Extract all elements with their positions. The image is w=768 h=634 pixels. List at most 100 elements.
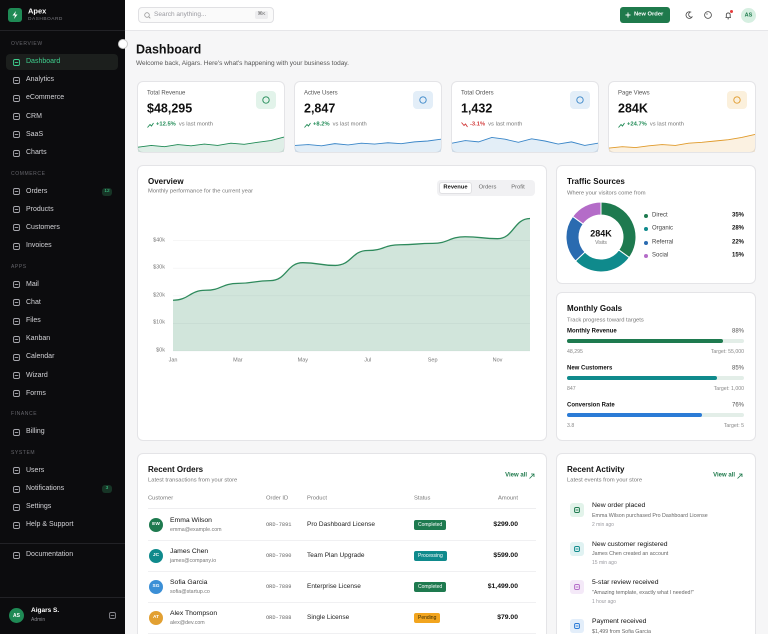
view-all[interactable]: View all (713, 472, 735, 479)
sparkline-line (137, 136, 285, 148)
icon-group (12, 353, 20, 361)
kpi-icon-box (413, 91, 433, 109)
nav-item[interactable]: Invoices (26, 241, 52, 249)
tab[interactable]: Orders (478, 184, 497, 191)
card-title: Recent Activity (567, 465, 625, 475)
nav-item[interactable]: Billing (26, 428, 45, 436)
sparkline-line (608, 133, 756, 149)
icon-shape (12, 390, 20, 398)
icon (12, 188, 20, 195)
nav-item[interactable]: Documentation (26, 550, 74, 558)
icon-group (12, 335, 20, 343)
sparkline-group (294, 138, 442, 152)
icon-group (12, 317, 20, 325)
nav-item[interactable]: CRM (26, 112, 42, 120)
icon-group (12, 503, 20, 511)
nav-item[interactable]: Customers (26, 223, 60, 231)
nav-item[interactable]: Dashboard (26, 57, 61, 65)
nav-item[interactable]: Notifications (26, 484, 65, 492)
nav-item[interactable]: SaaS (26, 130, 44, 138)
sparkline-line (294, 138, 442, 147)
icon-shape (12, 503, 20, 511)
icon-shape (12, 521, 20, 529)
nav-item[interactable]: eCommerce (26, 94, 65, 102)
new-order-button[interactable] (620, 7, 670, 23)
tab[interactable]: Revenue (443, 184, 468, 191)
search-icon (144, 12, 151, 19)
nav-item-active[interactable] (6, 54, 118, 70)
new-order-text[interactable]: New Order (634, 11, 664, 18)
icon-shape (12, 113, 20, 121)
goal-percent: 76% (731, 402, 744, 409)
overview-chart (172, 217, 531, 352)
arrow-icon (737, 473, 743, 479)
nav-item[interactable]: Wizard (26, 371, 48, 379)
legend-name: Direct (652, 212, 668, 219)
kpi-change: +12.5% (156, 121, 176, 128)
area-fill (173, 218, 530, 351)
card (556, 453, 756, 634)
nav-item[interactable]: Kanban (26, 334, 51, 342)
column-header: Customer (148, 495, 174, 502)
user-name: Aigars S. (31, 607, 60, 615)
goal-label: Monthly Revenue (567, 328, 617, 335)
icon-shape (733, 96, 741, 104)
section-title: COMMERCE (11, 170, 46, 177)
kpi-icon-box (727, 91, 747, 109)
icon (12, 76, 20, 84)
icon (12, 467, 20, 475)
area-line (172, 217, 531, 301)
icon (12, 299, 20, 307)
arrow-icon-group (529, 473, 535, 479)
icon-shape (12, 149, 20, 157)
goal-current: 847 (567, 385, 576, 392)
status-badge: Completed (414, 582, 447, 592)
nav-item[interactable]: Chat (26, 298, 41, 306)
activity-time: 15 min ago (592, 560, 617, 567)
nav-item[interactable]: Calendar (26, 353, 55, 361)
kpi-label: Active Users (304, 90, 338, 97)
nav-item[interactable]: Settings (26, 502, 52, 510)
tab-active[interactable] (439, 182, 472, 194)
column-header: Order ID (266, 495, 289, 502)
customer-email: sofia@startup.co (170, 588, 210, 595)
nav-item[interactable]: Analytics (26, 75, 55, 83)
notification-dot (730, 10, 733, 13)
search-box[interactable] (138, 7, 274, 23)
view-all[interactable]: View all (505, 472, 527, 479)
icon-group (12, 485, 20, 493)
nav-item[interactable]: Help & Support (26, 521, 74, 529)
icon-group (12, 551, 20, 559)
customer-email: james@company.io (170, 557, 217, 564)
amount: $1,499.00 (487, 582, 518, 590)
nav-item[interactable]: Forms (26, 389, 46, 397)
card-title: Recent Orders (148, 465, 204, 475)
sparkline (294, 138, 442, 152)
goal-current: 48,295 (567, 348, 583, 355)
change-arrow (461, 122, 468, 128)
kbd (255, 11, 268, 19)
top-avatar[interactable] (741, 8, 756, 23)
tab[interactable]: Profit (511, 184, 525, 191)
change-arrow-group (461, 122, 468, 128)
legend-value: 22% (731, 239, 744, 246)
kpi-label: Page Views (618, 90, 650, 97)
change-arrow-group (304, 122, 311, 128)
card-subtitle: Latest events from your store (567, 477, 643, 484)
status-badge: Completed (414, 520, 447, 530)
legend-name: Social (652, 252, 669, 259)
avatar-initials: JC (152, 553, 160, 559)
activity-time: 2 min ago (592, 521, 614, 528)
bell-icon-group (725, 10, 733, 20)
icon-group (12, 372, 20, 380)
icon-shape (618, 122, 625, 128)
nav-item[interactable]: Charts (26, 148, 47, 156)
nav-item[interactable]: Files (26, 316, 41, 324)
nav-item[interactable]: Mail (26, 280, 39, 288)
nav-item[interactable]: Products (26, 205, 54, 213)
nav-item[interactable]: Orders (26, 187, 48, 195)
collapse-button[interactable] (118, 39, 128, 49)
kpi-change-note: vs last month (649, 121, 684, 128)
nav-item[interactable]: Users (26, 466, 45, 474)
